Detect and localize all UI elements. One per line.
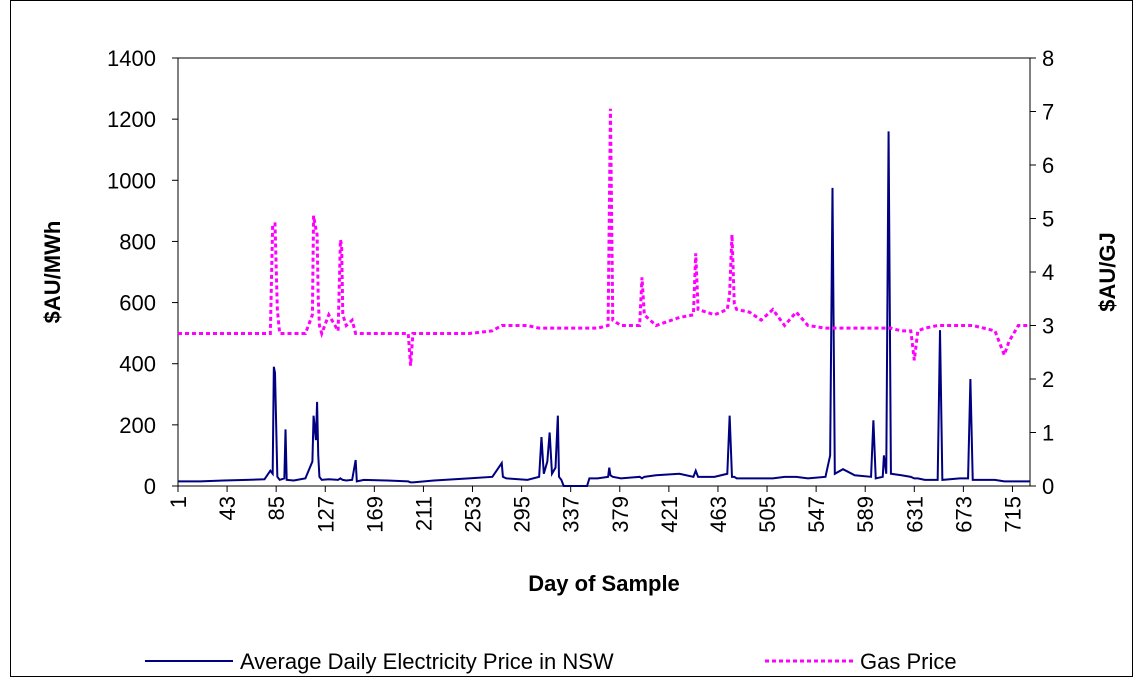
legend-label: Average Daily Electricity Price in NSW	[240, 649, 614, 674]
x-tick-label: 43	[215, 496, 240, 520]
y2-axis-title: $AU/GJ	[1095, 232, 1120, 311]
y-tick-label: 800	[119, 229, 156, 254]
y2-tick-label: 5	[1042, 207, 1054, 232]
x-tick-label: 85	[264, 496, 289, 520]
x-axis-title: Day of Sample	[528, 571, 680, 596]
x-tick-label: 379	[608, 496, 633, 533]
y-tick-label: 200	[119, 413, 156, 438]
y-tick-label: 0	[144, 474, 156, 499]
x-tick-label: 337	[559, 496, 584, 533]
y-tick-label: 600	[119, 291, 156, 316]
y2-tick-label: 0	[1042, 474, 1054, 499]
x-tick-label: 169	[362, 496, 387, 533]
y-tick-label: 1000	[107, 168, 156, 193]
y-tick-label: 1400	[107, 46, 156, 71]
y-tick-label: 400	[119, 352, 156, 377]
x-tick-label: 505	[755, 496, 780, 533]
x-tick-label: 253	[461, 496, 486, 533]
series-line	[178, 108, 1030, 366]
x-tick-label: 715	[1000, 496, 1025, 533]
y2-tick-label: 4	[1042, 260, 1054, 285]
x-tick-label: 631	[902, 496, 927, 533]
x-tick-label: 673	[951, 496, 976, 533]
x-tick-label: 547	[804, 496, 829, 533]
y2-tick-label: 2	[1042, 367, 1054, 392]
y2-tick-label: 7	[1042, 100, 1054, 125]
x-tick-label: 211	[411, 496, 436, 531]
y2-tick-label: 1	[1042, 421, 1054, 446]
y2-tick-label: 3	[1042, 314, 1054, 339]
chart-border	[10, 0, 1133, 677]
x-tick-label: 1	[166, 496, 191, 508]
x-tick-label: 127	[313, 496, 338, 533]
y2-tick-label: 6	[1042, 153, 1054, 178]
series-line	[178, 131, 1030, 487]
x-tick-label: 295	[510, 496, 535, 533]
x-tick-label: 463	[706, 496, 731, 533]
y-axis-title: $AU/MWh	[40, 221, 65, 324]
x-tick-label: 589	[853, 496, 878, 533]
legend-label: Gas Price	[860, 649, 957, 674]
y2-tick-label: 8	[1042, 46, 1054, 71]
x-tick-label: 421	[657, 496, 682, 533]
y-tick-label: 1200	[107, 107, 156, 132]
